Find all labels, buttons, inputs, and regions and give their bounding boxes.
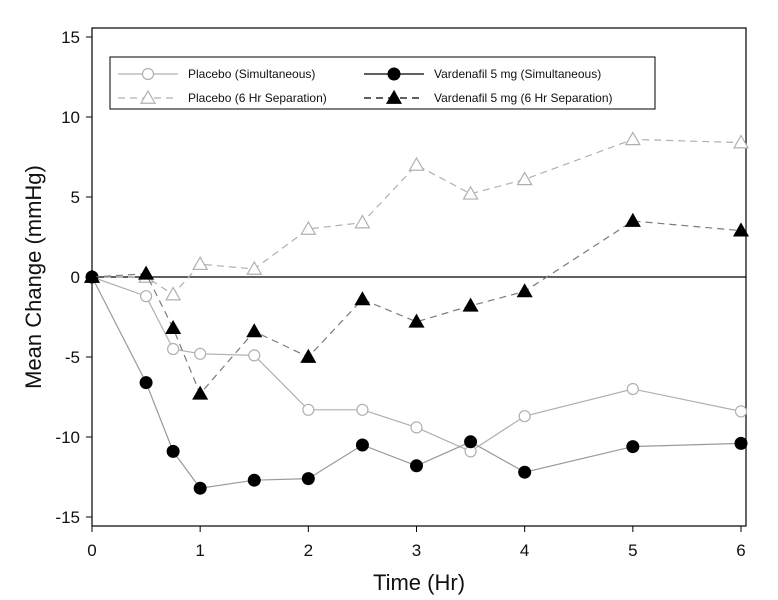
y-tick-label: 10: [61, 108, 80, 127]
x-axis-title: Time (Hr): [373, 570, 465, 595]
data-point: [166, 444, 180, 458]
legend-item: Placebo (6 Hr Separation): [118, 89, 327, 105]
data-point: [165, 319, 182, 335]
legend-marker: [141, 67, 155, 81]
data-point: [355, 438, 369, 452]
legend: Placebo (Simultaneous) Vardenafil 5 mg (S…: [109, 56, 656, 110]
y-tick-label: -15: [55, 508, 80, 527]
series-line: [92, 138, 742, 296]
data-point: [167, 342, 180, 356]
data-point: [248, 349, 261, 362]
legend-label: Placebo (6 Hr Separation): [188, 91, 327, 105]
y-tick-label: -10: [55, 428, 80, 447]
data-point: [139, 290, 153, 303]
data-point: [732, 222, 750, 237]
x-tick-label: 4: [520, 541, 529, 560]
data-point: [354, 291, 371, 306]
legend-item: Placebo (Simultaneous): [118, 67, 315, 81]
legend-marker: [385, 89, 403, 104]
data-point: [410, 459, 423, 473]
series-line: [91, 276, 742, 489]
data-point: [165, 286, 182, 301]
data-point: [246, 260, 263, 275]
data-point: [139, 376, 153, 390]
data-point: [734, 436, 748, 450]
y-tick-label: 5: [71, 188, 80, 207]
series-1: [85, 270, 748, 458]
data-point: [356, 403, 369, 416]
data-point: [247, 473, 261, 487]
data-point: [302, 403, 315, 416]
data-point: [246, 323, 263, 338]
data-point: [83, 268, 101, 283]
series-3: [85, 270, 748, 495]
legend-marker: [387, 67, 401, 81]
data-point: [138, 265, 155, 280]
data-point: [301, 472, 315, 486]
data-point: [192, 255, 209, 271]
data-point: [516, 283, 533, 298]
legend-label: Placebo (Simultaneous): [188, 67, 315, 81]
legend-marker: [139, 89, 157, 104]
data-point: [408, 156, 425, 171]
data-point: [626, 440, 640, 454]
data-point: [300, 220, 317, 235]
series-layer: [83, 131, 750, 495]
legend-label: Vardenafil 5 mg (6 Hr Separation): [434, 91, 613, 105]
data-point: [192, 385, 209, 400]
y-tick-label: -5: [65, 348, 80, 367]
legend-items: Placebo (Simultaneous) Vardenafil 5 mg (S…: [118, 67, 613, 105]
data-point: [408, 313, 425, 328]
legend-item: Vardenafil 5 mg (6 Hr Separation): [364, 89, 613, 105]
legend-label: Vardenafil 5 mg (Simultaneous): [434, 67, 601, 81]
y-tick-label: 0: [71, 268, 80, 287]
x-tick-label: 1: [195, 541, 204, 560]
x-tick-label: 6: [736, 541, 745, 560]
data-point: [194, 347, 207, 360]
x-tick-label: 5: [628, 541, 637, 560]
x-tick-label: 2: [304, 541, 313, 560]
data-point: [624, 212, 641, 227]
axes: -15 -10 -5 0 5 10 15 0 1 2 3 4 5 6: [55, 28, 745, 560]
y-axis-title: Mean Change (mmHg): [21, 165, 46, 389]
data-point: [300, 348, 317, 363]
data-point: [516, 171, 533, 186]
legend-box: [109, 56, 656, 110]
data-point: [626, 382, 639, 396]
legend-item: Vardenafil 5 mg (Simultaneous): [364, 67, 601, 81]
data-point: [624, 131, 641, 146]
data-point: [462, 185, 479, 200]
data-point: [734, 405, 748, 418]
series-4: [83, 212, 750, 400]
data-point: [518, 465, 532, 479]
x-tick-label: 0: [87, 541, 96, 560]
data-point: [354, 214, 371, 229]
data-point: [410, 421, 423, 434]
y-tick-label: 15: [61, 28, 80, 47]
data-point: [518, 410, 531, 423]
data-point: [464, 435, 478, 449]
data-point: [193, 481, 207, 495]
x-tick-label: 3: [412, 541, 421, 560]
data-point: [462, 297, 479, 312]
series-line: [91, 276, 742, 453]
data-point: [732, 134, 750, 149]
